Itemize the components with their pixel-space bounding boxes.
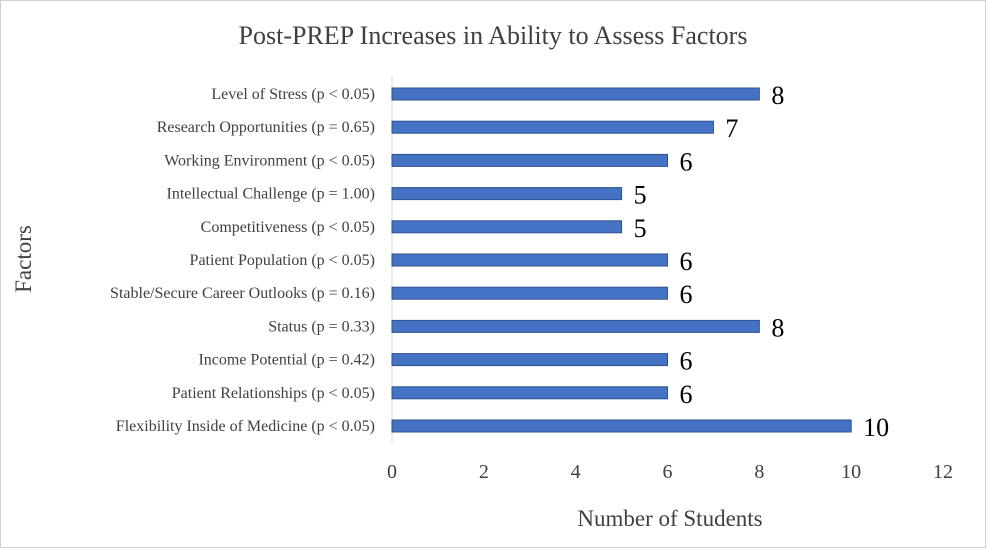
- data-label: 6: [680, 347, 693, 376]
- data-labels: 8 7 6 5 5 6 6 8 6 6 10: [634, 81, 890, 442]
- y-axis-title: Factors: [11, 225, 36, 293]
- category-label: Intellectual Challenge (p = 1.00): [166, 186, 375, 203]
- category-label: Level of Stress (p < 0.05): [211, 86, 375, 103]
- category-labels: Level of Stress (p < 0.05) Research Oppor…: [110, 86, 375, 435]
- bar: [391, 319, 760, 333]
- bar: [391, 87, 760, 101]
- data-label: 6: [680, 280, 693, 309]
- bar: [391, 220, 623, 234]
- data-label: 6: [680, 380, 693, 409]
- category-label: Patient Population (p < 0.05): [190, 252, 375, 269]
- bar: [391, 386, 668, 400]
- category-label: Flexibility Inside of Medicine (p < 0.05…: [116, 418, 375, 435]
- data-label: 8: [771, 81, 784, 110]
- data-label: 6: [680, 247, 693, 276]
- bar: [391, 253, 668, 267]
- data-label: 8: [771, 313, 784, 342]
- bar: [391, 120, 714, 134]
- data-label: 5: [634, 181, 647, 210]
- category-label: Working Environment (p < 0.05): [164, 152, 375, 169]
- chart-title: Post-PREP Increases in Ability to Assess…: [239, 21, 748, 50]
- x-tick-label: 0: [387, 461, 397, 483]
- bar: [391, 419, 852, 433]
- x-tick-label: 12: [933, 461, 953, 483]
- bar: [391, 187, 623, 201]
- data-label: 6: [680, 147, 693, 176]
- category-label: Income Potential (p = 0.42): [198, 352, 375, 369]
- bar: [391, 286, 668, 300]
- category-label: Status (p = 0.33): [268, 318, 375, 335]
- bar: [391, 353, 668, 367]
- category-label: Research Opportunities (p = 0.65): [157, 119, 375, 136]
- x-tick-label: 4: [571, 461, 581, 483]
- x-axis-title: Number of Students: [577, 506, 762, 531]
- x-tick-label: 6: [663, 461, 673, 483]
- data-label: 5: [634, 214, 647, 243]
- x-tick-label: 2: [479, 461, 489, 483]
- category-label: Stable/Secure Career Outlooks (p = 0.16): [110, 285, 375, 302]
- bars-group: [391, 87, 852, 433]
- category-label: Competitiveness (p < 0.05): [201, 219, 375, 236]
- data-label: 10: [863, 413, 889, 442]
- x-tick-label: 10: [841, 461, 861, 483]
- bar: [391, 153, 668, 167]
- data-label: 7: [725, 114, 738, 143]
- category-label: Patient Relationships (p < 0.05): [172, 385, 375, 402]
- x-tick-labels: 0 2 4 6 8 10 12: [387, 461, 953, 483]
- x-tick-label: 8: [754, 461, 764, 483]
